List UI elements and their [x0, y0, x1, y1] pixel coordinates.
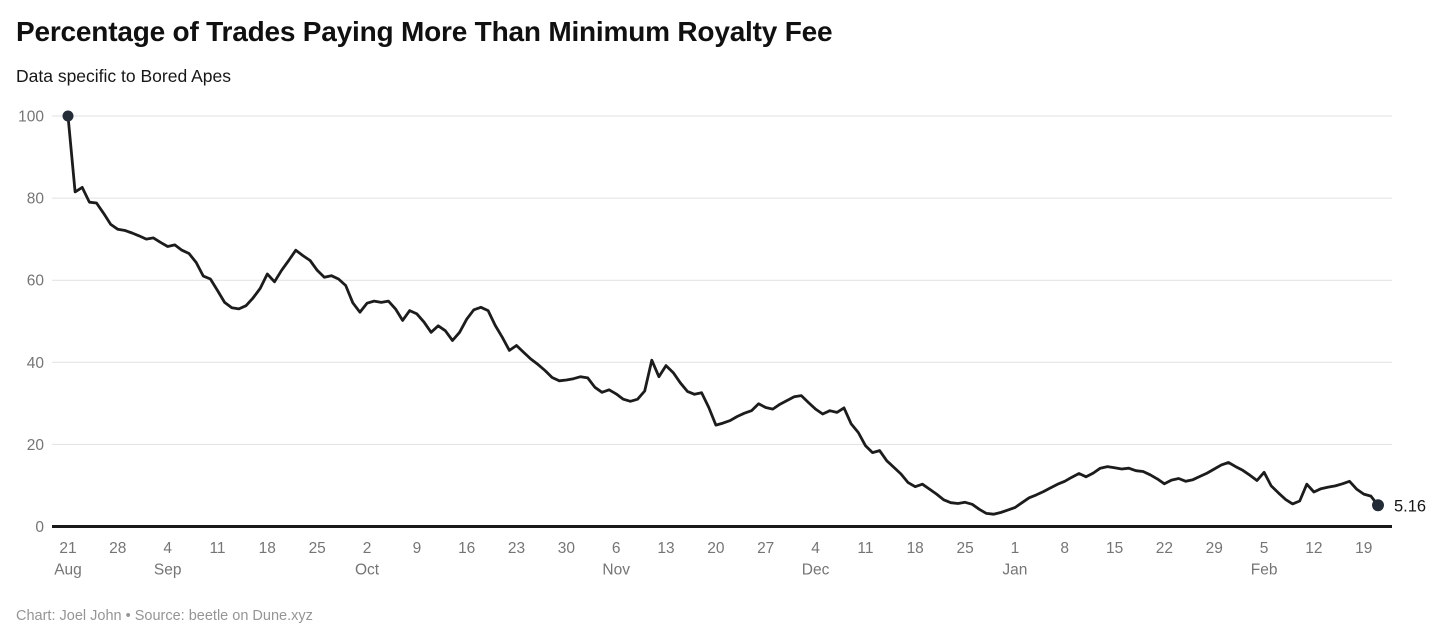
- x-tick-label: 16: [458, 540, 475, 557]
- x-tick-label: 21: [59, 540, 76, 557]
- last-value-label: 5.16: [1394, 497, 1426, 515]
- x-tick-label: 29: [1206, 540, 1223, 557]
- y-tick-label: 60: [27, 273, 45, 290]
- x-tick-label: 25: [309, 540, 326, 557]
- data-line: [66, 114, 1380, 516]
- x-tick-label: 18: [259, 540, 276, 557]
- x-tick-label: 18: [907, 540, 924, 557]
- x-tick-label: 25: [956, 540, 973, 557]
- x-month-label: Feb: [1251, 562, 1278, 579]
- x-tick-label: 1: [1011, 540, 1020, 557]
- x-tick-label: 13: [657, 540, 674, 557]
- x-tick-label: 2: [363, 540, 372, 557]
- y-tick-label: 40: [27, 355, 45, 372]
- x-tick-label: 12: [1305, 540, 1322, 557]
- x-tick-label: 6: [612, 540, 621, 557]
- x-tick-label: 9: [413, 540, 422, 557]
- x-month-label: Aug: [54, 562, 82, 579]
- x-month-label: Jan: [1002, 562, 1027, 579]
- y-tick-label: 80: [27, 191, 45, 208]
- x-tick-label: 23: [508, 540, 525, 557]
- start-point-marker: [62, 110, 74, 122]
- x-tick-label: 4: [811, 540, 820, 557]
- x-tick-label: 20: [707, 540, 725, 557]
- x-month-label: Oct: [355, 562, 380, 579]
- x-tick-label: 11: [857, 540, 873, 557]
- x-tick-label: 11: [209, 540, 225, 557]
- y-tick-label: 100: [18, 109, 44, 126]
- y-tick-label: 20: [27, 437, 45, 454]
- x-tick-label: 22: [1156, 540, 1173, 557]
- x-tick-label: 5: [1260, 540, 1269, 557]
- chart-subtitle: Data specific to Bored Apes: [16, 66, 231, 86]
- x-month-label: Dec: [802, 562, 830, 579]
- chart-title: Percentage of Trades Paying More Than Mi…: [16, 16, 833, 47]
- end-point-marker: [1372, 499, 1384, 512]
- x-month-label: Nov: [602, 562, 630, 579]
- x-tick-label: 30: [558, 540, 576, 557]
- x-tick-label: 15: [1106, 540, 1123, 557]
- x-month-label: Sep: [154, 562, 182, 579]
- x-tick-label: 4: [163, 540, 172, 557]
- x-tick-label: 19: [1355, 540, 1372, 557]
- y-tick-label: 0: [35, 519, 44, 536]
- chart-credit: Chart: Joel John • Source: beetle on Dun…: [16, 608, 313, 624]
- x-tick-label: 28: [109, 540, 126, 557]
- x-tick-label: 27: [757, 540, 774, 557]
- x-tick-label: 8: [1060, 540, 1069, 557]
